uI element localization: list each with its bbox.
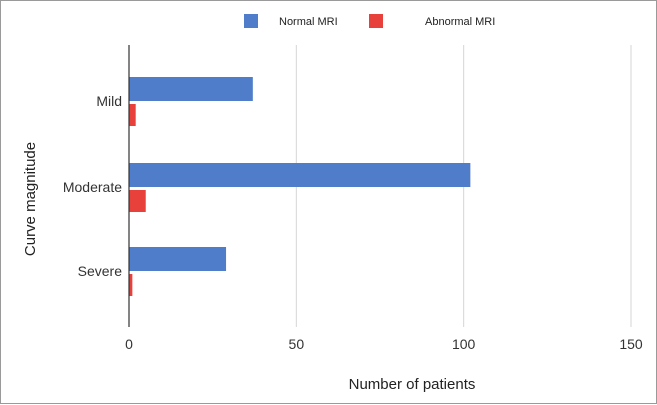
x-tick-label-0: 0 xyxy=(125,336,133,352)
bar-normal-mri-moderate xyxy=(129,163,471,187)
bar-normal-mri-severe xyxy=(129,247,227,271)
bars xyxy=(129,77,471,296)
legend-swatch-normal-mri xyxy=(244,14,258,28)
category-label-severe: Severe xyxy=(78,263,123,279)
legend-swatch-abnormal-mri xyxy=(369,14,383,28)
legend-label-normal-mri: Normal MRI xyxy=(279,16,338,28)
x-axis-title: Number of patients xyxy=(349,376,476,393)
x-tick-labels: 0 50 100 150 xyxy=(125,336,643,352)
category-labels: Mild Moderate Severe xyxy=(63,93,122,279)
y-axis-title: Curve magnitude xyxy=(22,142,39,256)
x-tick-label-50: 50 xyxy=(289,336,305,352)
legend-label-abnormal-mri: Abnormal MRI xyxy=(425,16,495,28)
bar-abnormal-mri-severe xyxy=(129,274,133,296)
category-label-mild: Mild xyxy=(96,93,122,109)
x-tick-label-150: 150 xyxy=(619,336,643,352)
bar-abnormal-mri-moderate xyxy=(129,190,146,212)
legend: Normal MRI Abnormal MRI xyxy=(244,14,495,28)
bar-abnormal-mri-mild xyxy=(129,104,136,126)
x-tick-label-100: 100 xyxy=(452,336,476,352)
category-label-moderate: Moderate xyxy=(63,179,122,195)
bar-normal-mri-mild xyxy=(129,77,253,101)
